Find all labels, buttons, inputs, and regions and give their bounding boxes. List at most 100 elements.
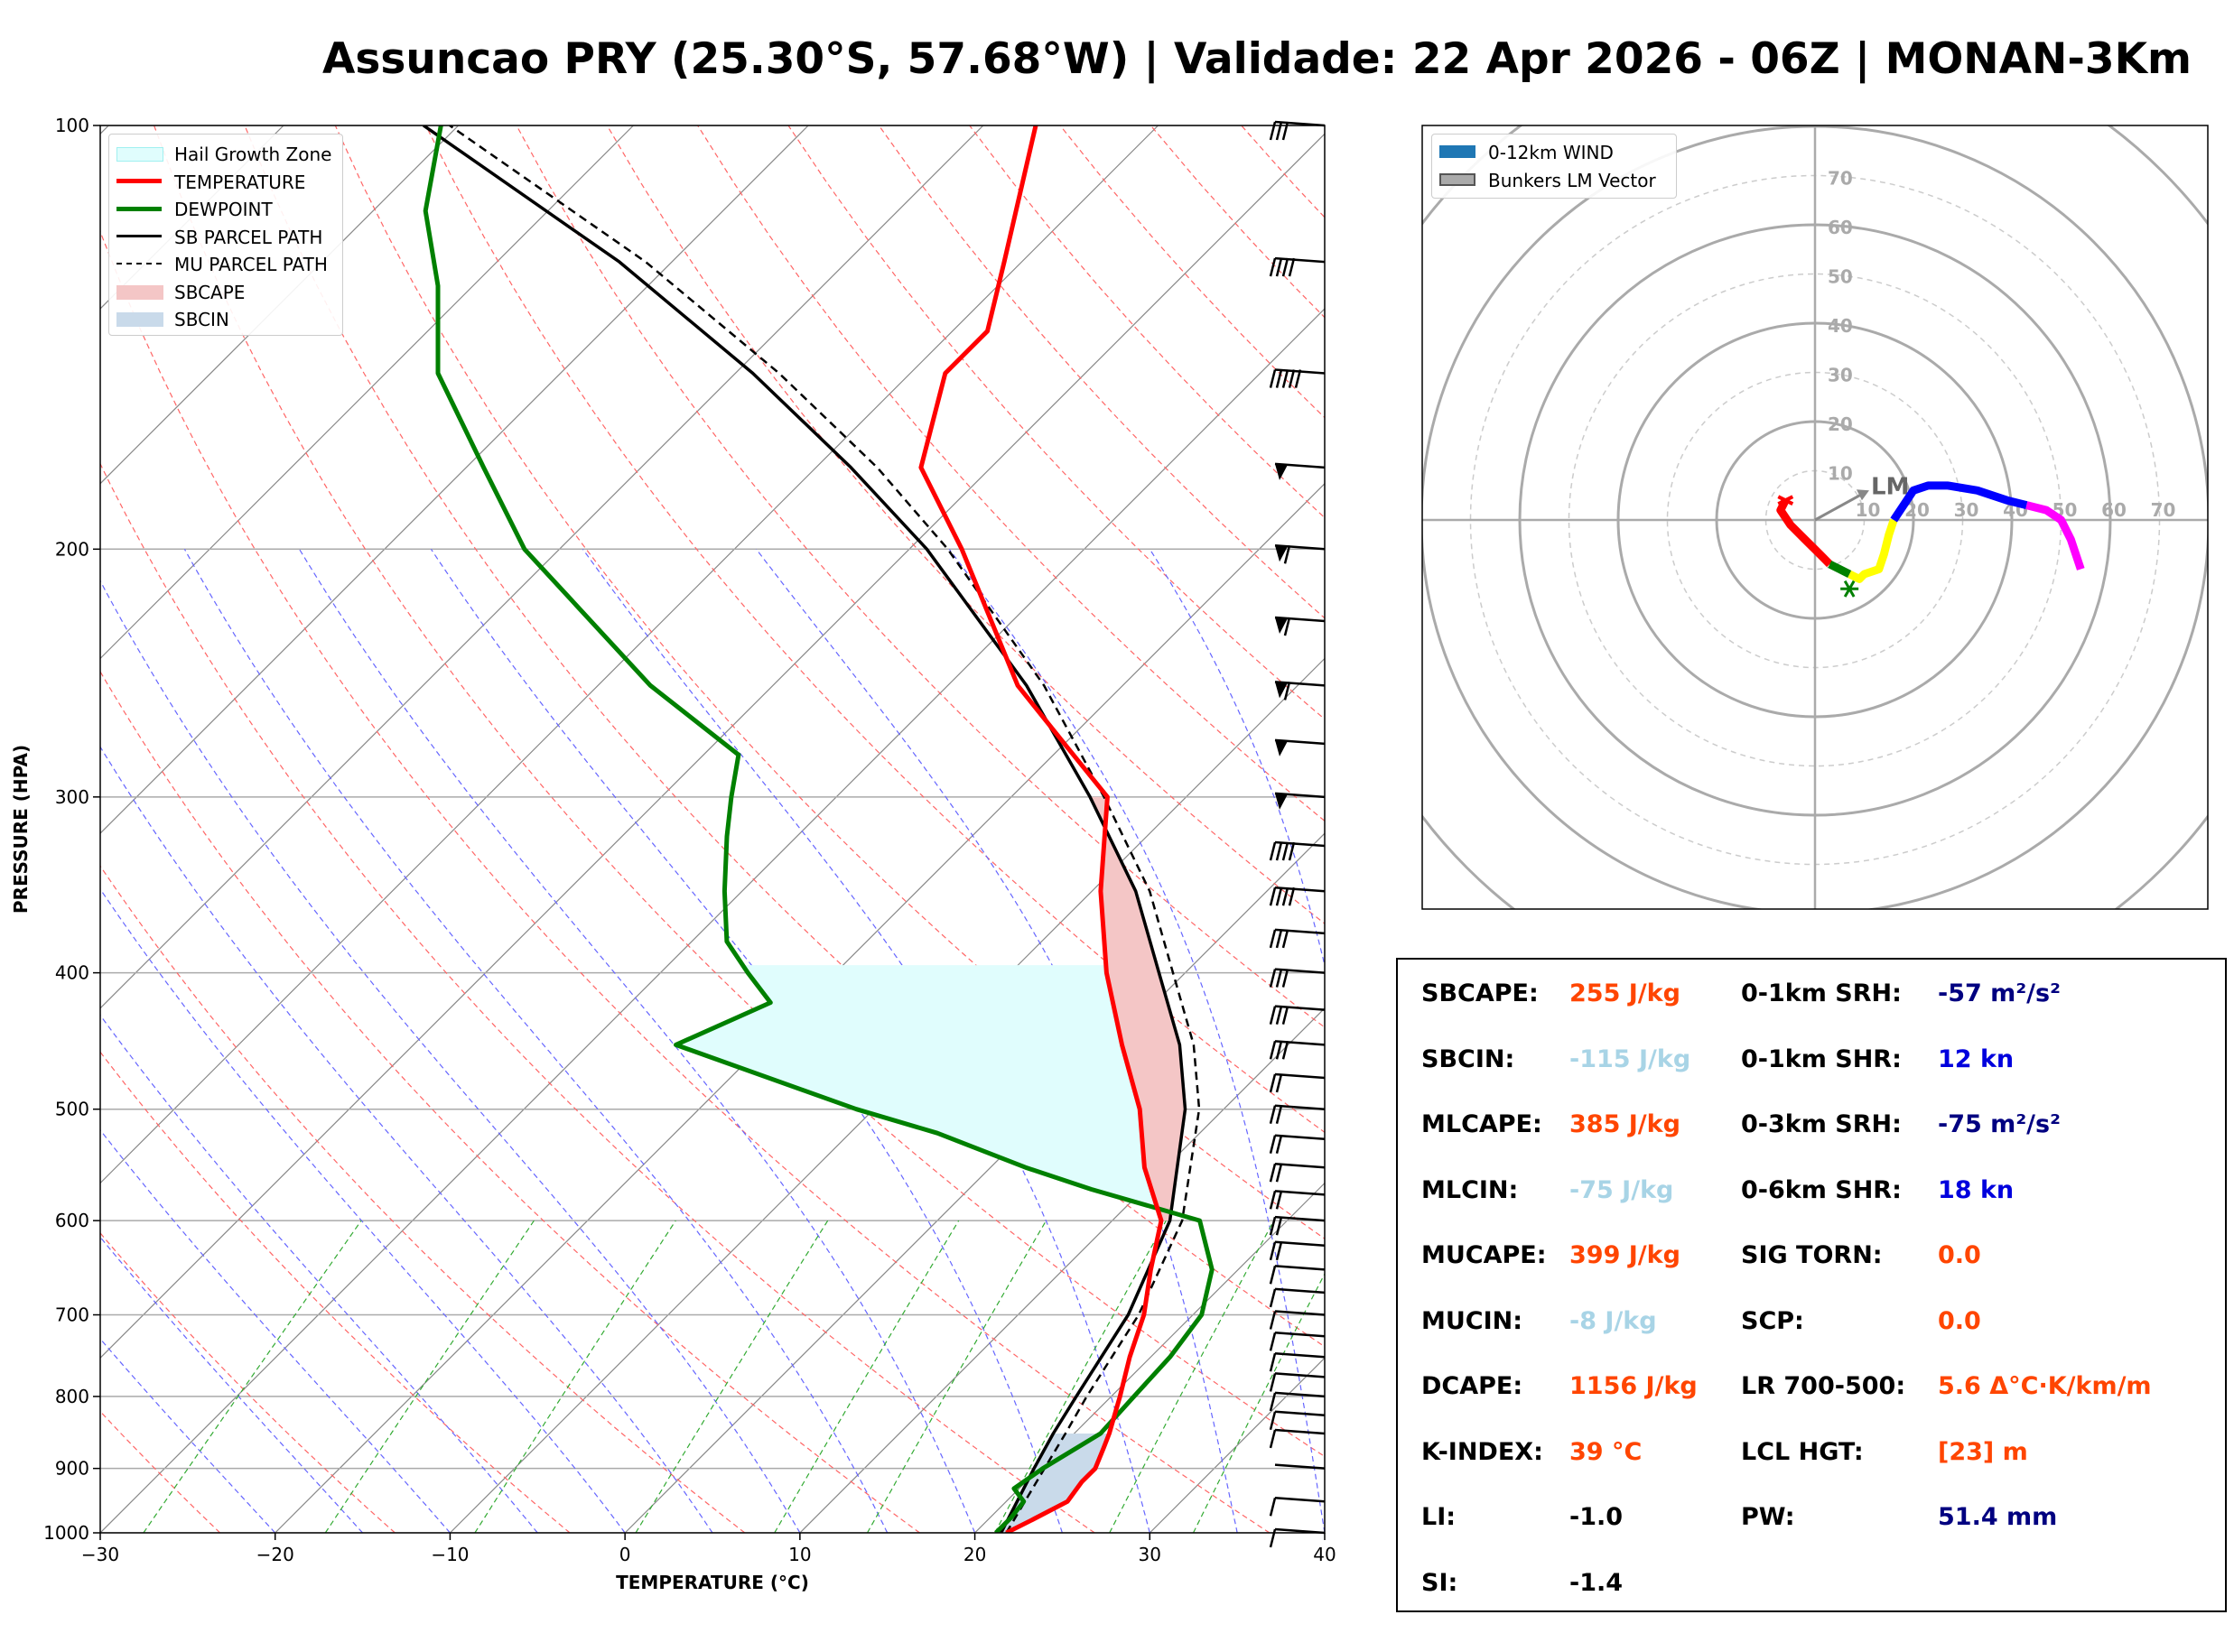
legend-label: SB PARCEL PATH	[174, 226, 323, 248]
wind-barb-feather	[1269, 969, 1277, 988]
hodograph-wind-segment	[1776, 498, 1833, 568]
param-label: LR 700-500:	[1741, 1372, 1906, 1400]
param-value: -1.0	[1569, 1503, 1624, 1531]
wind-barb-feather	[1281, 257, 1289, 277]
wind-barb	[1274, 738, 1326, 756]
legend-swatch	[116, 235, 162, 237]
isotherm-line	[275, 482, 1325, 1533]
param-value: 399 J/kg	[1569, 1241, 1680, 1269]
legend-swatch	[116, 206, 162, 211]
x-tick-label: 30	[1139, 1544, 1161, 1565]
param-value: 39 °C	[1569, 1437, 1643, 1466]
wind-barb	[1269, 1410, 1326, 1431]
y-tick-label: 800	[55, 1386, 89, 1407]
param-value: -1.4	[1569, 1568, 1624, 1597]
hodograph-frame	[1421, 125, 2209, 910]
wind-barb	[1269, 1005, 1326, 1025]
hodograph-wind-segment	[1848, 518, 1898, 583]
wind-barb	[1269, 1310, 1326, 1330]
wind-barb	[1269, 1190, 1326, 1210]
wind-barb-staff	[1274, 1287, 1326, 1295]
wind-barb-feather	[1275, 1105, 1283, 1124]
param-label: MUCAPE:	[1421, 1241, 1547, 1269]
legend-swatch	[116, 263, 162, 265]
moist-adiabat-line	[100, 1338, 276, 1533]
wind-barb-feather	[1269, 1041, 1277, 1060]
wind-barb	[1274, 462, 1326, 480]
hodograph-ring-label-x: 60	[2101, 499, 2127, 521]
moist-adiabat-line	[100, 580, 801, 1533]
wind-barb-staff	[1274, 1215, 1326, 1222]
param-value: -75 m²/s²	[1938, 1110, 2061, 1138]
wind-barb-feather	[1275, 257, 1283, 277]
wind-barb-feather	[1269, 1429, 1277, 1449]
param-label: SI:	[1421, 1568, 1458, 1597]
y-tick-label: 100	[55, 115, 89, 136]
hodograph-start-marker	[1777, 495, 1794, 506]
wind-barb-feather	[1288, 257, 1296, 277]
wind-barb-feather	[1275, 1163, 1283, 1183]
wind-barb	[1269, 928, 1326, 949]
wind-barb-flag	[1275, 463, 1288, 480]
wind-barb-flag	[1275, 682, 1288, 699]
bunkers-lm-label: LM	[1871, 473, 1909, 500]
wind-barb-feather	[1283, 682, 1291, 701]
wind-barb-staff	[1274, 1240, 1326, 1248]
wind-barb-staff	[1274, 120, 1326, 127]
wind-barb-staff	[1274, 1134, 1326, 1140]
wind-barb-staff	[1274, 1428, 1326, 1435]
wind-barb-feather	[1275, 841, 1283, 861]
wind-barb-staff	[1274, 1463, 1326, 1470]
wind-barb-feather	[1269, 1411, 1277, 1431]
moist-adiabat-line	[100, 746, 713, 1533]
wind-barb-staff	[1274, 1265, 1326, 1271]
isotherm-line	[624, 832, 1325, 1533]
wind-barb-feather	[1275, 369, 1283, 388]
y-tick-label: 200	[55, 538, 89, 560]
wind-barb-feather	[1269, 1191, 1277, 1210]
wind-barb-staff	[1274, 1040, 1326, 1046]
wind-barb	[1269, 886, 1326, 906]
wind-barb-staff	[1274, 1005, 1326, 1011]
wind-barb-staff	[1274, 1190, 1326, 1196]
wind-barb	[1269, 120, 1326, 141]
legend-label: TEMPERATURE	[174, 171, 306, 193]
param-value: 5.6 Δ°C·K/km/m	[1938, 1372, 2152, 1400]
wind-barb-staff	[1274, 1072, 1326, 1080]
x-tick-label: 20	[963, 1544, 986, 1565]
y-tick-label: 500	[55, 1099, 89, 1120]
wind-barb-feather	[1275, 1041, 1283, 1060]
wind-barb	[1274, 1463, 1326, 1470]
wind-barb-feather	[1269, 1528, 1277, 1548]
param-label: MUCIN:	[1421, 1306, 1523, 1335]
param-value: 12 kn	[1938, 1044, 2015, 1073]
sbcin-fill	[1001, 1434, 1110, 1533]
param-value: 385 J/kg	[1569, 1110, 1680, 1138]
legend-entry: SBCIN	[109, 307, 340, 332]
dry-adiabat-line	[334, 125, 1325, 1239]
legend-entry: MU PARCEL PATH	[109, 252, 340, 277]
chart-title: Assuncao PRY (25.30°S, 57.68°W) | Valida…	[322, 34, 2192, 84]
wind-barb-feather	[1281, 1041, 1289, 1060]
wind-barb-feather	[1281, 969, 1289, 988]
wind-barb	[1269, 1240, 1326, 1261]
param-label: MLCIN:	[1421, 1175, 1519, 1204]
isotherm-line	[974, 1182, 1325, 1533]
wind-barb-feather	[1283, 545, 1291, 564]
wind-barb	[1269, 1104, 1326, 1124]
parameters-panel: SBCAPE: 255 J/kg SBCIN: -115 J/kg MLCAPE: 385…	[1396, 958, 2227, 1612]
param-label: SBCAPE:	[1421, 979, 1539, 1007]
mixing-ratio-line	[635, 1220, 829, 1533]
x-tick-label: −20	[256, 1544, 294, 1565]
skew-t-legend: Hail Growth Zone TEMPERATURE DEWPOINT SB PA…	[108, 134, 343, 336]
param-value: 51.4 mm	[1938, 1503, 2058, 1531]
isotherm-line	[100, 308, 1325, 1533]
dry-adiabat-line	[425, 125, 1325, 1134]
hodograph-wind-segment	[1890, 481, 2028, 523]
wind-barb-feather	[1269, 121, 1277, 141]
isotherm-line	[100, 125, 1159, 1184]
isotherm-line	[100, 133, 1325, 1360]
param-label: SIG TORN:	[1741, 1241, 1883, 1269]
